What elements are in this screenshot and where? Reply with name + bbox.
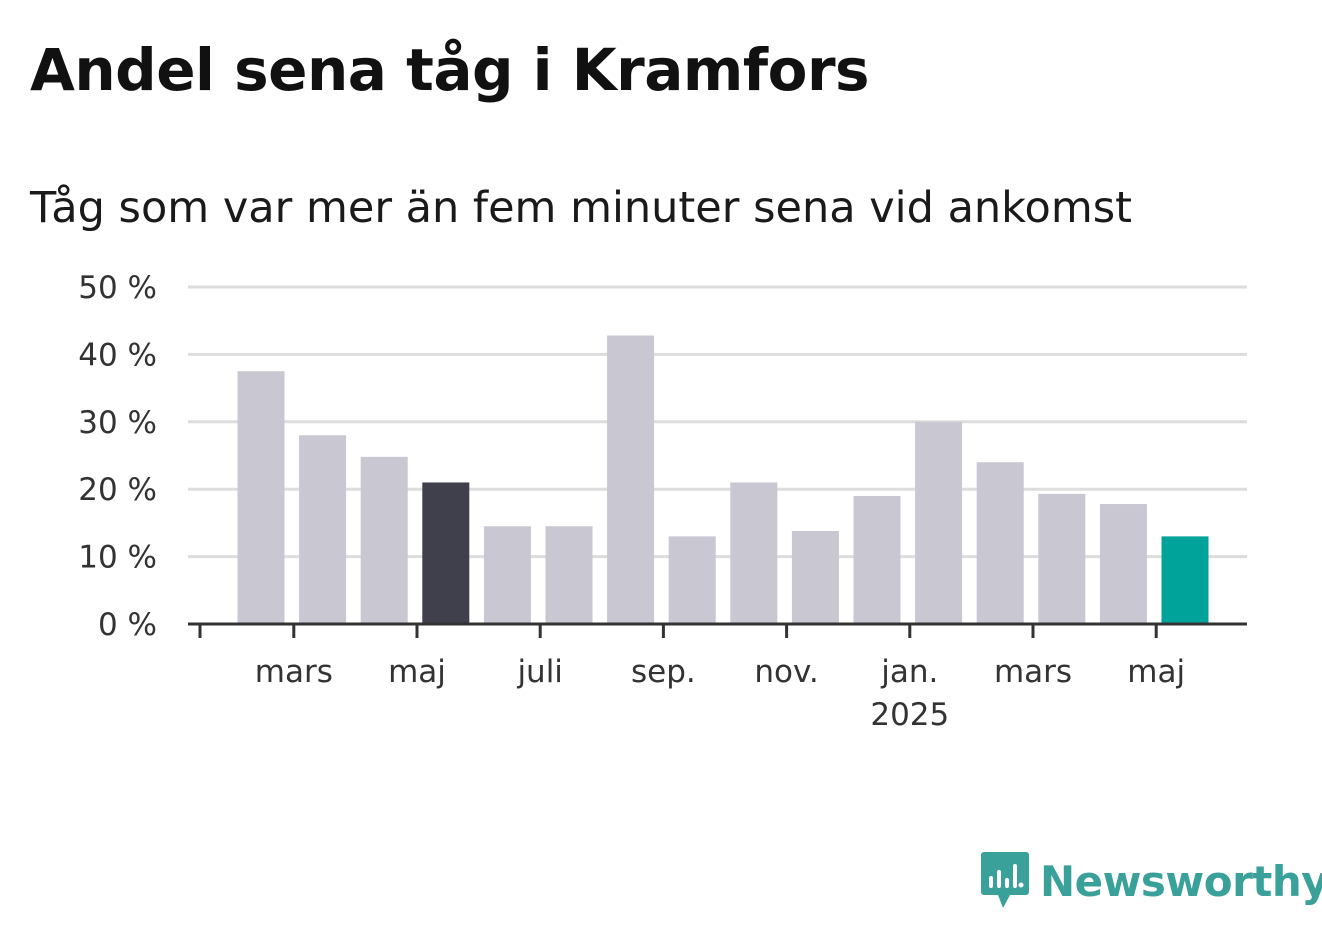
y-tick-label: 0 %	[98, 607, 157, 643]
x-axis-ticks: mars maj juli sep. nov. jan. 2025 mars maj	[255, 654, 1185, 733]
bar	[730, 482, 778, 624]
newsworthy-logo-icon	[981, 852, 1029, 908]
bar	[668, 536, 716, 624]
newsworthy-logo-text: Newsworthy	[1040, 856, 1322, 906]
x-tick-label: jan.	[880, 654, 938, 690]
chart-subtitle: Tåg som var mer än fem minuter sena vid …	[30, 183, 1133, 233]
y-tick-label: 20 %	[78, 472, 157, 508]
x-tick-label: juli	[516, 654, 563, 690]
y-axis-ticks: 0 % 10 % 20 % 30 % 40 % 50 %	[78, 270, 157, 643]
x-tick-label: maj	[1127, 654, 1185, 690]
x-tick-sublabel: 2025	[870, 697, 949, 733]
bars	[237, 335, 1209, 624]
bar	[545, 526, 593, 624]
bar	[483, 526, 531, 624]
gridlines	[188, 285, 1247, 559]
newsworthy-logo: Newsworthy	[980, 850, 1322, 912]
bar	[1038, 493, 1086, 624]
bar	[976, 462, 1024, 624]
x-tick-label: maj	[388, 654, 446, 690]
y-tick-label: 50 %	[78, 270, 157, 306]
chart-title: Andel sena tåg i Kramfors	[30, 36, 870, 104]
bar	[360, 456, 408, 624]
bar	[1161, 536, 1209, 624]
bar	[607, 335, 655, 624]
bar	[915, 421, 963, 624]
x-tick-label: sep.	[631, 654, 696, 690]
bar	[237, 371, 285, 624]
bar	[1099, 504, 1147, 624]
bar	[299, 435, 347, 624]
x-tick-label: mars	[255, 654, 333, 690]
y-tick-label: 40 %	[78, 337, 157, 373]
x-tick-label: mars	[994, 654, 1072, 690]
x-axis	[188, 622, 1247, 638]
bar	[422, 482, 470, 624]
y-tick-label: 10 %	[78, 540, 157, 576]
bar	[791, 530, 839, 624]
y-tick-label: 30 %	[78, 405, 157, 441]
x-tick-label: nov.	[754, 654, 818, 690]
bar	[853, 495, 901, 624]
